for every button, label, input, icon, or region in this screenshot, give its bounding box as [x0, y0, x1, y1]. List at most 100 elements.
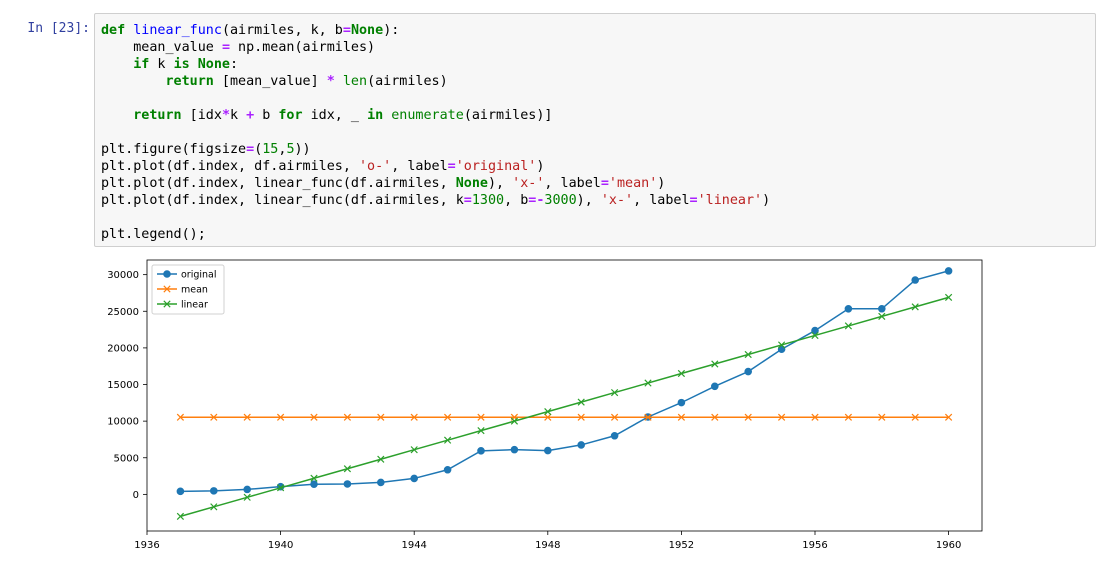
data-point	[377, 478, 385, 487]
code-line: plt.plot(df.index, linear_func(df.airmil…	[101, 175, 770, 192]
code-token	[101, 57, 133, 72]
code-token: plt.figure(figsize	[101, 142, 247, 157]
data-point	[644, 379, 652, 387]
data-point	[878, 312, 886, 321]
code-token: 5	[286, 142, 295, 157]
data-point	[477, 447, 485, 455]
data-point	[176, 413, 185, 421]
code-token: ),	[487, 176, 513, 191]
data-point	[610, 413, 619, 421]
data-point	[811, 413, 819, 421]
code-token: linear_func	[133, 23, 222, 38]
data-point	[477, 427, 485, 435]
code-token: =	[689, 193, 698, 208]
code-token: plt.plot(df.index, df.airmiles,	[101, 159, 359, 174]
data-point	[878, 413, 886, 421]
data-point	[310, 413, 318, 421]
code-token: ):	[383, 23, 400, 38]
data-point	[343, 480, 352, 488]
data-point	[811, 326, 819, 335]
code-line	[101, 209, 770, 226]
data-point	[744, 413, 752, 421]
data-point	[844, 413, 853, 421]
legend-item-mean: mean	[157, 285, 208, 296]
data-point	[577, 413, 585, 421]
data-point	[711, 360, 719, 368]
code-cell[interactable]: def linear_func(airmiles, k, b=None): me…	[94, 13, 1096, 247]
data-point	[544, 407, 552, 416]
code-token: is	[173, 57, 190, 72]
data-point	[410, 413, 418, 421]
code-token: , b	[504, 193, 529, 208]
code-token: +	[246, 108, 255, 123]
data-point	[343, 465, 352, 473]
code-line: plt.figure(figsize=(15,5))	[101, 141, 770, 158]
code-token: mean_value	[101, 40, 222, 55]
x-tick-label: 1956	[802, 540, 827, 551]
data-point	[844, 322, 853, 330]
data-point	[711, 382, 719, 391]
data-point	[677, 398, 686, 407]
data-point	[443, 413, 452, 421]
code-token: plt.plot(df.index, linear_func(df.airmil…	[101, 176, 456, 191]
code-token: ))	[294, 142, 311, 157]
data-point	[276, 413, 285, 421]
data-point	[377, 413, 385, 421]
code-editor[interactable]: def linear_func(airmiles, k, b=None): me…	[101, 22, 770, 243]
code-token: 'linear'	[697, 193, 763, 208]
data-point	[944, 293, 953, 301]
data-point	[310, 474, 318, 482]
code-token: enumerate	[391, 108, 464, 123]
x-tick-label: 1936	[134, 540, 159, 551]
code-token: =	[221, 40, 230, 55]
code-token: plt.legend();	[101, 227, 206, 242]
code-token: *	[326, 74, 335, 89]
series-line	[180, 270, 949, 493]
code-token: , label	[633, 193, 690, 208]
code-token: [idx	[181, 108, 222, 123]
data-point	[911, 276, 920, 284]
data-point	[410, 474, 419, 483]
code-token: 'o-'	[358, 159, 392, 174]
code-token: 'mean'	[608, 176, 658, 191]
data-point	[610, 388, 619, 397]
y-tick-label: 15000	[107, 380, 139, 391]
code-line: def linear_func(airmiles, k, b=None):	[101, 22, 770, 39]
x-tick-label: 1940	[268, 540, 293, 551]
legend: original mean linear	[151, 264, 225, 315]
code-token: in	[367, 108, 384, 123]
data-point	[210, 413, 218, 421]
data-point	[777, 341, 786, 349]
legend-item-linear: linear	[157, 300, 208, 311]
y-tick-label: 5000	[114, 453, 139, 464]
code-token: 3000	[544, 193, 577, 208]
data-point	[744, 350, 752, 359]
data-point	[210, 487, 218, 495]
data-point	[163, 285, 171, 293]
code-token: 'x-'	[600, 193, 634, 208]
code-token: (airmiles, k, b	[221, 23, 343, 38]
code-token: b	[254, 108, 279, 123]
data-point	[577, 441, 586, 449]
series-original	[176, 267, 953, 496]
code-line	[101, 124, 770, 141]
data-point	[176, 512, 185, 520]
data-point	[944, 267, 953, 275]
legend-label: mean	[181, 285, 208, 296]
data-point	[163, 270, 171, 278]
y-tick-label: 30000	[107, 270, 139, 281]
y-tick-label: 25000	[107, 307, 139, 318]
code-token: )	[657, 176, 666, 191]
code-token: (airmiles)]	[463, 108, 553, 123]
data-point	[443, 436, 452, 444]
data-point	[577, 398, 585, 406]
y-axis: 0 5000 10000 15000 20000 25000 30000	[107, 270, 147, 501]
data-point	[777, 413, 786, 421]
data-point	[744, 367, 753, 376]
output-area: 1936 1940 1944 1948 1952 1956 1960 0 5000 10000 1…	[94, 250, 1114, 558]
data-point	[163, 300, 171, 308]
code-token: )	[536, 159, 545, 174]
code-token: (airmiles)	[367, 74, 448, 89]
code-token: =-	[528, 193, 545, 208]
y-tick-label: 20000	[107, 343, 139, 354]
